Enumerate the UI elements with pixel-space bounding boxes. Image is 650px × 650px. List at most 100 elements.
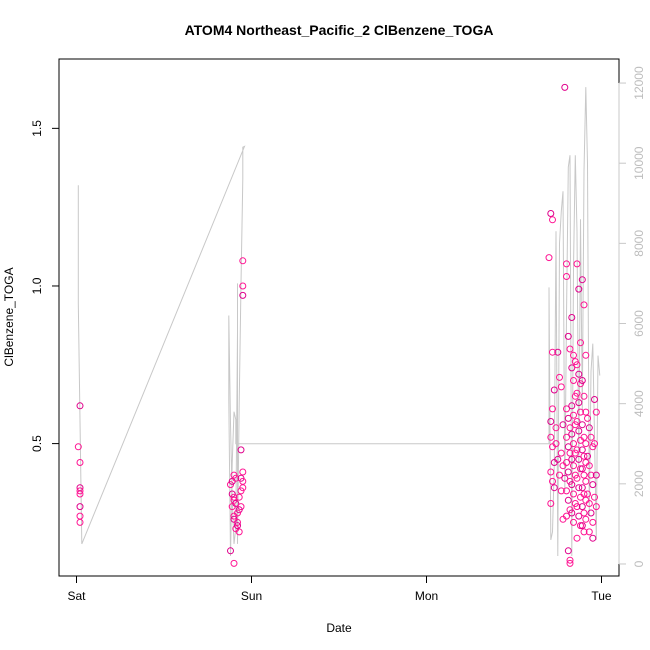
data-point	[575, 285, 583, 293]
data-point	[585, 528, 593, 536]
data-point	[564, 468, 572, 476]
data-point	[585, 462, 593, 470]
data-point	[234, 518, 241, 526]
data-point	[564, 332, 572, 340]
data-point	[577, 408, 584, 416]
data-point	[578, 465, 586, 473]
data-point	[591, 493, 598, 501]
y-right-tick-label: 10000	[632, 146, 646, 180]
data-point	[589, 481, 597, 489]
x-tick-label: Sat	[67, 589, 86, 603]
chart-title: ATOM4 Northeast_Pacific_2 ClBenzene_TOGA	[185, 22, 494, 38]
data-point	[547, 210, 555, 217]
y-right-tick-label: 8000	[632, 230, 646, 257]
y-left-tick-label: 1.0	[30, 277, 44, 294]
data-point	[578, 503, 586, 511]
data-point	[592, 471, 600, 479]
data-point	[76, 490, 84, 498]
data-point	[76, 487, 84, 495]
data-point	[591, 440, 598, 448]
data-point	[230, 559, 238, 567]
y-axis-label: ClBenzene_TOGA	[2, 267, 16, 366]
data-point	[587, 471, 595, 479]
data-point	[573, 361, 581, 369]
series-line	[77, 87, 601, 557]
data-point	[568, 481, 576, 489]
data-point	[578, 522, 586, 530]
data-point	[554, 455, 562, 463]
data-point	[235, 493, 243, 501]
data-point	[227, 547, 234, 555]
data-point	[585, 424, 593, 432]
data-point	[561, 474, 569, 482]
data-point	[570, 440, 577, 448]
y-right-tick-label: 2000	[632, 470, 646, 497]
data-point	[564, 443, 572, 451]
data-point	[568, 314, 576, 321]
data-point	[74, 443, 82, 451]
data-point	[575, 370, 583, 378]
data-point	[557, 487, 565, 495]
data-point	[549, 477, 556, 485]
data-point	[570, 351, 577, 359]
data-point	[564, 414, 572, 422]
data-point	[557, 449, 565, 457]
data-point	[575, 455, 583, 463]
data-point	[573, 534, 581, 542]
data-point	[585, 500, 593, 507]
data-point	[234, 522, 241, 530]
data-point	[563, 487, 570, 495]
data-point	[592, 503, 600, 511]
y-axis-left: 0.5 1.0 1.5	[30, 120, 60, 452]
data-point	[580, 452, 588, 460]
data-point	[592, 408, 600, 416]
data-point	[550, 484, 558, 492]
data-point	[566, 556, 574, 564]
y-left-tick-label: 1.5	[30, 120, 44, 137]
data-point	[549, 405, 556, 413]
data-point	[76, 503, 84, 511]
data-point	[580, 301, 588, 309]
data-point	[587, 509, 595, 517]
y-right-tick-label: 0	[632, 560, 646, 567]
data-point	[566, 424, 574, 432]
data-point	[584, 452, 591, 460]
data-point	[547, 418, 555, 425]
data-point	[573, 474, 581, 482]
data-point	[584, 414, 591, 422]
data-point	[570, 377, 577, 384]
data-point	[578, 421, 586, 429]
data-point	[575, 484, 583, 492]
data-point	[591, 396, 598, 403]
data-point	[566, 559, 574, 567]
data-point	[547, 500, 555, 507]
data-point	[563, 433, 570, 441]
data-point	[570, 411, 577, 419]
y-left-tick-label: 0.5	[30, 435, 44, 452]
x-tick-label: Tue	[591, 589, 612, 603]
data-point	[575, 427, 583, 435]
data-point	[563, 260, 570, 268]
data-point	[580, 490, 588, 498]
data-point	[580, 392, 588, 400]
data-point	[580, 433, 588, 441]
data-point	[578, 484, 586, 492]
data-point	[239, 468, 247, 476]
data-point	[550, 386, 558, 394]
x-axis: Sat Sun Mon Tue	[67, 575, 612, 603]
data-point	[76, 518, 84, 526]
line-series	[77, 87, 601, 557]
data-point	[559, 421, 567, 429]
data-point	[573, 503, 581, 511]
data-point	[573, 389, 581, 397]
y-right-tick-label: 4000	[632, 390, 646, 417]
data-point	[573, 418, 581, 425]
data-point	[577, 339, 584, 347]
data-point	[582, 408, 590, 416]
data-point	[76, 459, 84, 466]
data-point	[578, 446, 586, 454]
data-point	[580, 471, 588, 479]
